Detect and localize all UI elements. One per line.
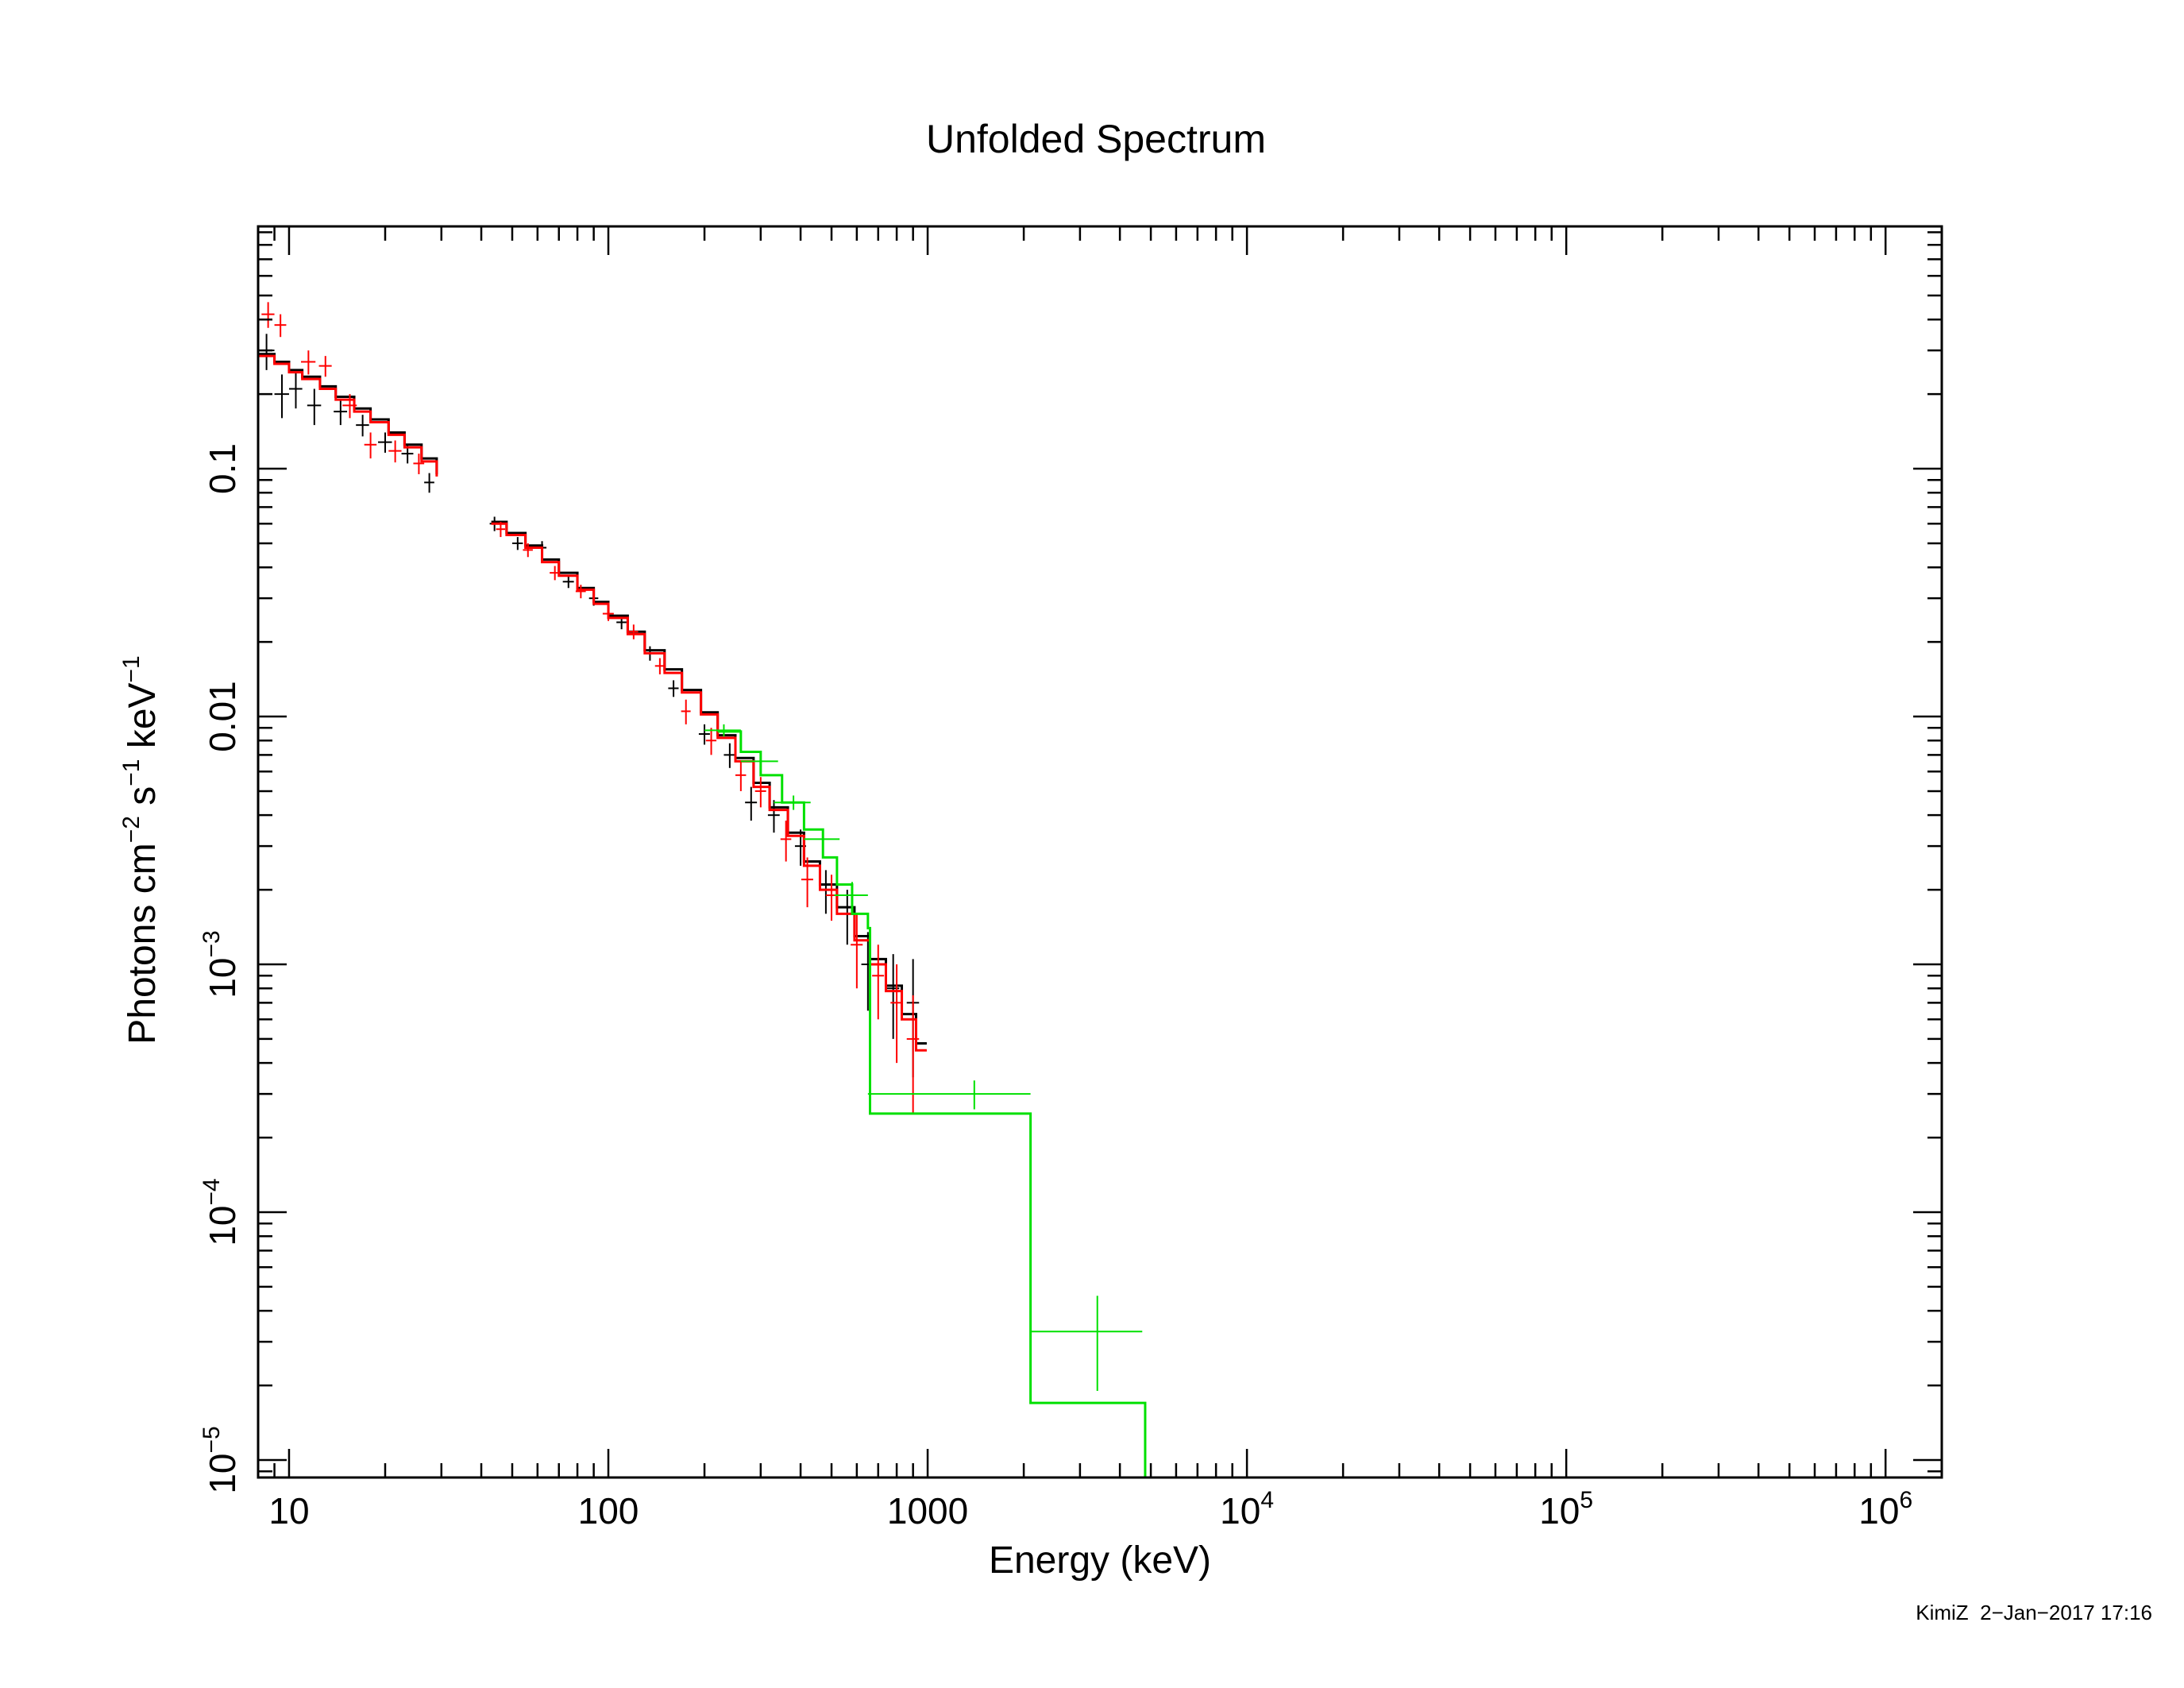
data-point <box>388 440 402 463</box>
data-point <box>723 743 736 768</box>
data-point <box>780 821 792 862</box>
data-point <box>318 356 332 377</box>
series-layer <box>258 302 1147 1477</box>
data-point <box>258 334 275 370</box>
axis-ticks: 10 100 1000 104 105 106 0.1 0.01 10−3 10−4 10−5 <box>199 226 1942 1532</box>
y-tick-label: 10−3 <box>199 930 243 998</box>
data-point <box>496 522 506 538</box>
data-point <box>261 302 275 328</box>
data-point <box>804 831 840 848</box>
data-point <box>274 314 287 338</box>
y-label-mid-1: s <box>122 786 164 816</box>
footer-stamp: KimiZ 2−Jan−2017 17:16 <box>1916 1601 2152 1624</box>
data-point <box>364 432 377 459</box>
data-point <box>825 875 837 921</box>
x-tick-label: 104 <box>1220 1487 1274 1532</box>
data-point <box>274 374 289 419</box>
data-point <box>698 724 710 745</box>
data-point <box>424 473 434 493</box>
data-point <box>575 585 586 599</box>
y-label-exp-2: −1 <box>118 759 145 786</box>
y-tick-label: 0.01 <box>202 681 243 752</box>
data-point <box>307 388 322 426</box>
y-axis-label: Photons cm−2 s−1 keV−1 <box>118 655 164 1045</box>
data-point <box>334 400 348 426</box>
model-step-line <box>717 730 1147 1477</box>
data-point <box>740 755 778 768</box>
data-point <box>378 432 392 453</box>
data-point <box>413 454 425 474</box>
data-point <box>735 761 747 791</box>
data-point <box>774 795 811 810</box>
data-point <box>861 932 874 1011</box>
chart-title: Unfolded Spectrum <box>926 117 1266 161</box>
y-tick-label: 0.1 <box>202 443 243 494</box>
data-point <box>301 350 316 375</box>
x-tick-label: 10 <box>268 1490 309 1532</box>
x-tick-label: 105 <box>1539 1487 1593 1532</box>
y-tick-label: 10−5 <box>199 1426 243 1493</box>
data-point <box>704 724 741 737</box>
plot-frame <box>257 225 1943 1479</box>
data-point <box>562 575 574 589</box>
x-tick-label: 106 <box>1858 1487 1912 1532</box>
data-point <box>872 944 885 1020</box>
data-point <box>851 914 863 989</box>
data-point <box>628 624 639 639</box>
data-point <box>356 415 369 437</box>
series-0 <box>258 334 927 1078</box>
data-point <box>705 728 717 755</box>
series-1 <box>258 302 927 1114</box>
data-point <box>342 394 357 419</box>
data-point <box>681 699 691 724</box>
data-point <box>754 777 766 808</box>
data-point <box>801 857 813 908</box>
y-tick-label: 10−4 <box>199 1178 243 1246</box>
model-step-line <box>258 353 927 1045</box>
data-point <box>668 680 679 697</box>
x-tick-label: 100 <box>578 1490 639 1532</box>
data-point <box>867 1080 1031 1110</box>
data-point <box>654 658 665 674</box>
data-point <box>745 786 758 821</box>
data-point <box>890 964 903 1064</box>
data-point <box>602 606 614 621</box>
series-2 <box>704 724 1147 1477</box>
data-point <box>767 800 780 833</box>
data-point <box>511 537 523 550</box>
y-label-base: Photons cm <box>122 843 164 1044</box>
data-point <box>523 543 533 558</box>
data-point <box>820 870 832 914</box>
y-label-mid-2: keV <box>122 682 164 759</box>
x-axis-label: Energy (keV) <box>989 1539 1211 1582</box>
y-label-exp-3: −1 <box>118 655 145 682</box>
data-point <box>834 882 868 911</box>
model-step-line <box>258 354 927 1052</box>
x-tick-label: 1000 <box>887 1490 968 1532</box>
y-label-exp-1: −2 <box>118 816 145 843</box>
data-point <box>550 566 560 581</box>
data-point <box>1030 1296 1143 1392</box>
data-point <box>288 372 303 409</box>
